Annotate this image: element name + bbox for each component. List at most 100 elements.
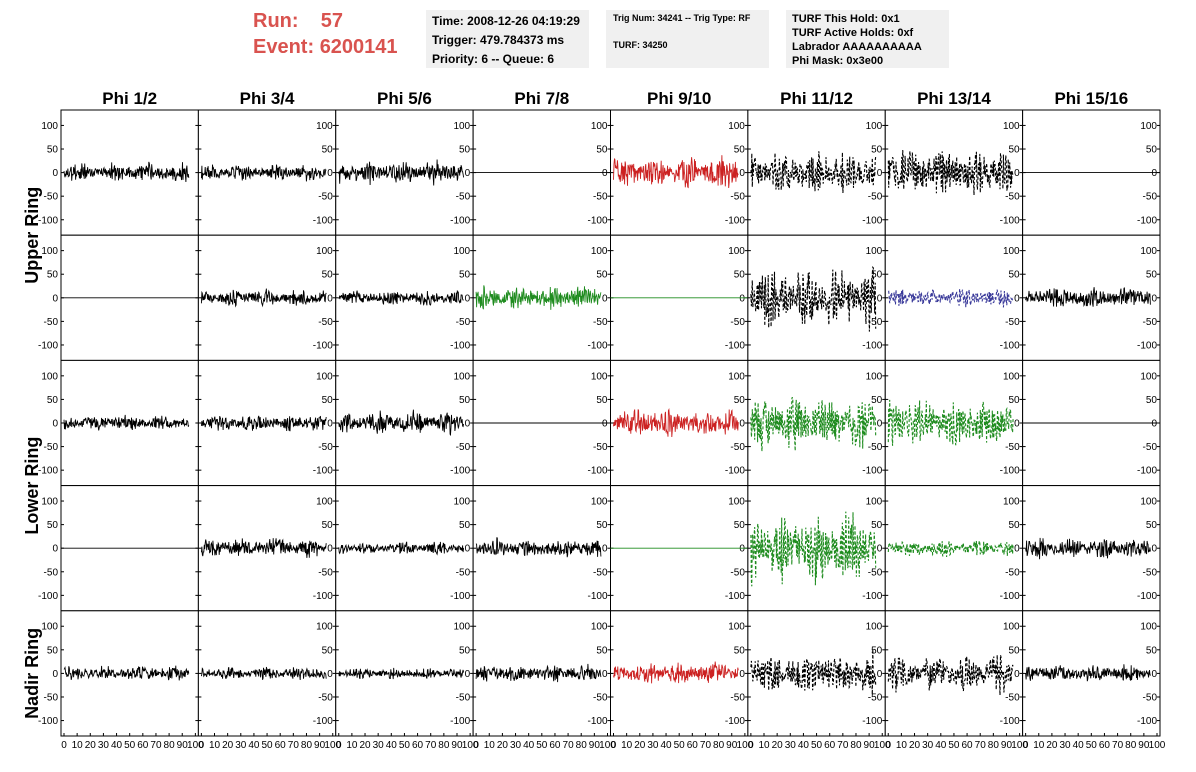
panel-r3-c8: 100 50 0 -50 -100 <box>1022 359 1161 487</box>
x-tick-label: 60 <box>412 740 424 751</box>
x-tick-label: 90 <box>1138 740 1150 751</box>
y-tick-label: -100 <box>38 591 58 602</box>
y-tick-label: -100 <box>862 466 882 477</box>
waveform-trace <box>1025 287 1151 307</box>
y-tick-label: 50 <box>1009 395 1021 406</box>
y-tick-label: 50 <box>734 645 746 656</box>
column-title-5: Phi 9/10 <box>647 89 711 108</box>
y-tick-label: -50 <box>593 317 608 328</box>
y-tick-label: -50 <box>1005 192 1020 203</box>
panel-r3-c2: 100 50 0 -50 -100 <box>197 359 337 487</box>
x-tick-label: 0 <box>61 740 67 751</box>
y-tick-label: 100 <box>453 497 470 508</box>
x-tick-label: 0 <box>885 740 891 751</box>
y-tick-label: -50 <box>318 317 333 328</box>
y-tick-label: -50 <box>456 317 471 328</box>
y-tick-label: 50 <box>871 395 883 406</box>
column-title-8: Phi 15/16 <box>1054 89 1128 108</box>
y-tick-label: -100 <box>725 716 745 727</box>
y-tick-label: 100 <box>316 497 333 508</box>
y-tick-label: 50 <box>47 645 59 656</box>
x-tick-label: 0 <box>336 740 342 751</box>
waveform-trace <box>475 663 602 683</box>
x-tick-label: 20 <box>359 740 371 751</box>
waveform-trace <box>613 661 739 684</box>
y-tick-label: -50 <box>593 192 608 203</box>
x-tick-label: 70 <box>150 740 162 751</box>
y-tick-label: 0 <box>465 419 471 430</box>
event-label: Event: <box>253 36 315 58</box>
x-tick-label: 40 <box>248 740 260 751</box>
y-tick-label: 0 <box>52 669 58 680</box>
x-tick-label: 60 <box>275 740 287 751</box>
panel-r4-c8: 100 50 0 -50 -100 <box>1022 485 1161 612</box>
y-tick-label: 50 <box>871 270 883 281</box>
y-tick-label: 50 <box>459 645 471 656</box>
panel-r3-c7: 100 50 0 -50 -100 <box>884 359 1024 487</box>
y-tick-label: -50 <box>868 692 883 703</box>
panel-r1-c4: 100 50 0 -50 -100 <box>472 109 611 236</box>
y-tick-label: 100 <box>866 497 883 508</box>
y-tick-label: -100 <box>1137 340 1157 351</box>
ring-title-upper-ring: Upper Ring <box>22 187 42 284</box>
event-row: Event: 6200141 <box>253 34 398 60</box>
x-tick-label: 70 <box>1112 740 1124 751</box>
x-tick-label: 40 <box>111 740 123 751</box>
panel-r4-c2: 100 50 0 -50 -100 <box>197 485 337 612</box>
y-tick-label: 100 <box>1140 121 1157 132</box>
y-tick-label: -100 <box>1000 591 1020 602</box>
y-tick-label: 0 <box>1014 544 1020 555</box>
y-tick-label: -100 <box>1000 215 1020 226</box>
y-tick-label: -100 <box>862 215 882 226</box>
x-tick-label: 50 <box>674 740 686 751</box>
waveform-trace <box>338 409 465 437</box>
waveform-trace <box>887 540 1014 558</box>
x-tick-label: 30 <box>235 740 247 751</box>
x-tick-label: 50 <box>811 740 823 751</box>
panel-frame <box>197 485 337 612</box>
y-tick-label: 0 <box>1014 168 1020 179</box>
y-tick-label: 50 <box>596 520 608 531</box>
y-tick-label: -50 <box>1005 442 1020 453</box>
panel-r5-c5: 100 50 0 -50 -100 <box>610 610 749 737</box>
run-row: Run: 57 <box>253 8 398 34</box>
panel-r1-c2: 100 50 0 -50 -100 <box>197 109 337 236</box>
x-tick-label: 20 <box>85 740 97 751</box>
waveform-trace <box>750 396 877 452</box>
x-tick-label: 0 <box>473 740 479 751</box>
y-tick-label: 100 <box>1140 246 1157 257</box>
x-tick-label: 100 <box>599 740 616 751</box>
y-tick-label: 0 <box>327 544 333 555</box>
y-tick-label: 100 <box>316 622 333 633</box>
y-tick-label: -100 <box>587 716 607 727</box>
x-tick-label: 30 <box>510 740 522 751</box>
x-tick-label: 100 <box>324 740 341 751</box>
panel-r3-c6: 100 50 0 -50 -100 <box>747 359 886 487</box>
column-title-7: Phi 13/14 <box>917 89 991 108</box>
y-tick-label: -50 <box>1005 692 1020 703</box>
ring-title-nadir-ring: Nadir Ring <box>22 628 42 719</box>
y-tick-label: 100 <box>591 246 608 257</box>
x-tick-label: 90 <box>589 740 601 751</box>
turf-active-line: TURF Active Holds: 0xf <box>792 27 914 39</box>
y-tick-label: 0 <box>1014 669 1020 680</box>
y-tick-label: -100 <box>862 340 882 351</box>
y-tick-label: 50 <box>322 395 334 406</box>
x-tick-label: 70 <box>700 740 712 751</box>
x-tick-label: 100 <box>1011 740 1028 751</box>
y-tick-label: 0 <box>877 419 883 430</box>
y-tick-label: 50 <box>47 520 59 531</box>
y-tick-label: 50 <box>1009 645 1021 656</box>
y-tick-label: -100 <box>38 466 58 477</box>
y-tick-label: 0 <box>1014 293 1020 304</box>
panel-r4-c7: 100 50 0 -50 -100 <box>884 485 1024 612</box>
y-tick-label: 50 <box>596 645 608 656</box>
y-tick-label: -50 <box>593 442 608 453</box>
run-label: Run: <box>253 10 299 32</box>
y-tick-label: -50 <box>868 192 883 203</box>
y-tick-label: 50 <box>596 395 608 406</box>
y-tick-label: -100 <box>587 466 607 477</box>
y-tick-label: -50 <box>318 567 333 578</box>
x-tick-label: 20 <box>222 740 234 751</box>
x-tick-label: 70 <box>425 740 437 751</box>
